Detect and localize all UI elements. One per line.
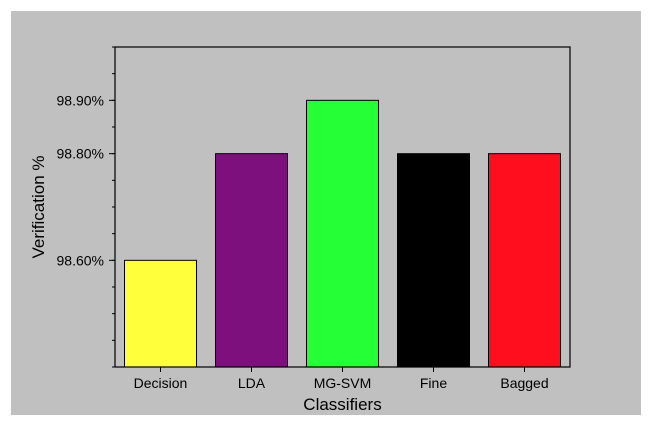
bar-fine <box>397 153 470 368</box>
bar-chart: 98.60% 98.80% 98.90% Decision LDA MG-SVM Fine… <box>29 46 571 414</box>
y-tick-label: 98.90% <box>57 92 104 108</box>
x-tick-label: MG-SVM <box>314 375 372 391</box>
x-tick-label: Bagged <box>500 375 548 391</box>
y-axis-title: Verification % <box>29 156 48 259</box>
x-tick-label: Decision <box>134 375 188 391</box>
bar-bagged <box>488 153 561 368</box>
x-tick-label: LDA <box>238 375 266 391</box>
y-tick-label: 98.80% <box>57 146 104 162</box>
x-ticks-group: Decision LDA MG-SVM Fine Bagged <box>134 367 549 391</box>
chart-background: 98.60% 98.80% 98.90% Decision LDA MG-SVM Fine… <box>11 11 641 415</box>
y-ticks-group: 98.60% 98.80% 98.90% <box>57 46 115 368</box>
bar-decision <box>124 259 197 368</box>
bar-lda <box>215 153 288 368</box>
bar-mg-svm <box>306 99 379 368</box>
x-axis-title: Classifiers <box>303 395 381 414</box>
y-tick-label: 98.60% <box>57 252 104 268</box>
bars-group <box>124 99 561 368</box>
x-tick-label: Fine <box>420 375 447 391</box>
